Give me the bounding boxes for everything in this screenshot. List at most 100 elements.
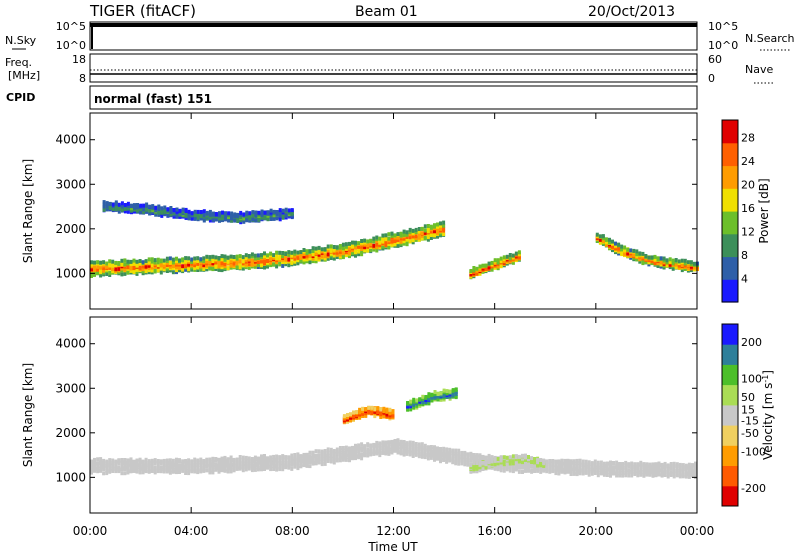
- noise-left-label: N.Sky: [5, 34, 37, 47]
- power-echo-cell: [160, 210, 164, 215]
- power-echo-cell: [611, 239, 614, 244]
- velocity-echo-cell: [320, 460, 324, 465]
- power-echo-cell: [375, 248, 379, 253]
- power-echo-cell: [290, 253, 294, 258]
- velocity-echo-cell: [244, 455, 248, 460]
- power-echo-cell: [233, 212, 237, 217]
- power-echo-cell: [171, 270, 175, 275]
- velocity-echo-cell: [144, 460, 148, 465]
- power-echo-cell: [305, 249, 309, 254]
- velocity-echo-cell: [687, 465, 691, 470]
- velocity-echo-cell: [478, 465, 482, 470]
- velocity-echo-cell: [554, 463, 558, 468]
- velocity-echo-cell: [373, 407, 377, 412]
- velocity-echo-cell: [666, 463, 670, 468]
- velocity-echo-cell: [457, 458, 461, 463]
- velocity-echo-cell: [517, 461, 521, 466]
- velocity-echo-cell: [402, 444, 406, 449]
- velocity-echo-cell: [275, 463, 279, 468]
- velocity-echo-cell: [460, 461, 464, 466]
- power-echo-cell: [378, 245, 382, 250]
- power-echo-cell: [181, 207, 185, 212]
- velocity-echo-cell: [256, 463, 260, 467]
- power-echo-cell: [132, 270, 136, 274]
- velocity-echo-cell: [141, 465, 145, 470]
- velocity-echo-cell: [694, 473, 697, 478]
- power-echo-cell: [396, 232, 400, 237]
- power-echo-cell: [123, 262, 127, 267]
- power-echo-cell: [311, 256, 315, 261]
- power-y-tick-label: 3000: [55, 177, 86, 191]
- velocity-echo-cell: [694, 461, 697, 466]
- power-echo-cell: [190, 259, 194, 264]
- power-echo-cell: [145, 207, 149, 212]
- velocity-echo-cell: [338, 446, 342, 450]
- velocity-echo-cell: [615, 460, 619, 465]
- power-echo-cell: [332, 253, 336, 258]
- power-echo-cell: [686, 266, 690, 271]
- power-echo-cell: [620, 247, 624, 252]
- power-echo-cell: [317, 252, 321, 257]
- power-echo-cell: [105, 261, 109, 266]
- power-echo-cell: [254, 210, 258, 215]
- power-echo-cell: [284, 260, 288, 264]
- power-echo-cell: [184, 213, 188, 218]
- power-echo-cell: [172, 208, 176, 212]
- power-echo-cell: [123, 258, 127, 263]
- velocity-echo-cell: [132, 459, 136, 464]
- power-echo-cell: [405, 237, 409, 242]
- velocity-echo-cell: [554, 471, 558, 476]
- power-echo-cell: [205, 263, 209, 268]
- velocity-echo-cell: [184, 471, 188, 475]
- velocity-echo-cell: [329, 450, 333, 454]
- power-echo-cell: [281, 251, 285, 255]
- power-echo-cell: [644, 260, 648, 264]
- velocity-echo-cell: [352, 414, 355, 419]
- velocity-echo-cell: [272, 457, 276, 462]
- velocity-echo-cell: [391, 410, 395, 415]
- velocity-echo-cell: [436, 456, 439, 461]
- velocity-echo-cell: [514, 454, 518, 459]
- velocity-echo-cell: [348, 455, 351, 460]
- velocity-echo-cell: [168, 458, 172, 463]
- velocity-echo-cell: [187, 468, 191, 473]
- power-echo-cell: [638, 251, 642, 256]
- velocity-echo-cell: [367, 405, 371, 410]
- power-echo-cell: [236, 213, 240, 218]
- velocity-echo-cell: [654, 462, 658, 467]
- power-echo-cell: [493, 265, 497, 270]
- noise-left-tick-bottom: 10^0: [56, 39, 86, 52]
- velocity-echo-cell: [426, 449, 430, 454]
- velocity-echo-cell: [557, 464, 561, 469]
- velocity-echo-cell: [645, 464, 649, 469]
- power-echo-cell: [487, 261, 491, 266]
- power-echo-cell: [641, 258, 645, 263]
- velocity-echo-cell: [581, 466, 585, 471]
- power-echo-cell: [662, 256, 666, 261]
- velocity-echo-cell: [326, 457, 330, 462]
- velocity-echo-cell: [690, 463, 694, 468]
- velocity-echo-cell: [211, 459, 215, 464]
- velocity-echo-cell: [323, 459, 327, 464]
- velocity-echo-cell: [566, 468, 570, 473]
- velocity-echo-cell: [314, 449, 318, 454]
- power-echo-cell: [139, 203, 143, 208]
- velocity-echo-cell: [469, 469, 473, 474]
- velocity-echo-cell: [439, 459, 442, 464]
- velocity-echo-cell: [408, 440, 412, 445]
- power-echo-cell: [360, 239, 364, 243]
- velocity-echo-cell: [96, 461, 100, 466]
- velocity-echo-cell: [423, 452, 427, 457]
- power-echo-cell: [490, 267, 494, 272]
- power-echo-cell: [193, 209, 197, 214]
- velocity-echo-cell: [587, 460, 591, 465]
- velocity-echo-cell: [439, 447, 442, 451]
- velocity-echo-cell: [451, 453, 455, 458]
- velocity-echo-cell: [399, 444, 403, 449]
- velocity-echo-cell: [651, 471, 655, 476]
- velocity-echo-cell: [153, 458, 157, 463]
- velocity-echo-cell: [560, 462, 564, 467]
- velocity-echo-cell: [352, 410, 355, 415]
- velocity-echo-cell: [263, 456, 266, 461]
- power-echo-cell: [257, 217, 261, 222]
